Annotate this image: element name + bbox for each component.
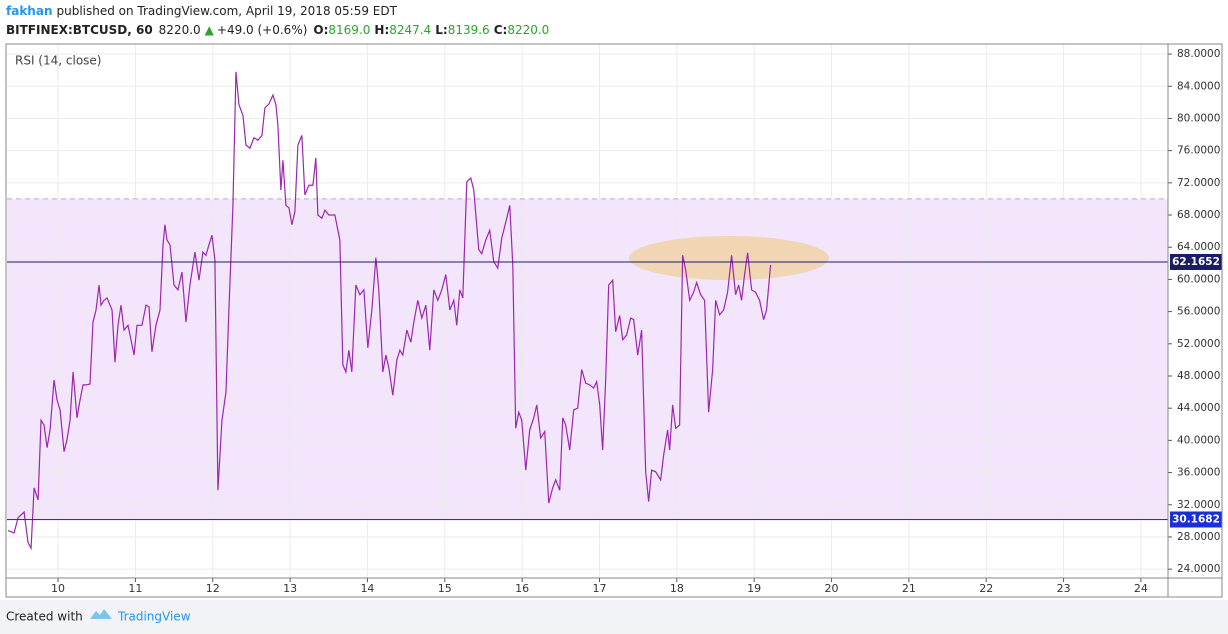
x-tick-label: 11 [128, 582, 142, 595]
x-tick-label: 19 [747, 582, 761, 595]
published: published on TradingView.com, April 19, … [56, 4, 397, 18]
ohlc-label: L: [435, 23, 447, 37]
level-label: 62.1652 [1172, 256, 1220, 268]
header-line: fakhan published on TradingView.com, Apri… [6, 4, 398, 18]
x-tick-label: 12 [206, 582, 220, 595]
logo [90, 609, 112, 619]
x-tick-label: 16 [515, 582, 529, 595]
price: 8220.0 [159, 23, 201, 37]
x-tick-label: 21 [902, 582, 916, 595]
y-tick-label: 24.0000 [1177, 563, 1220, 575]
x-tick-label: 17 [592, 582, 606, 595]
y-tick-label: 60.0000 [1177, 273, 1220, 285]
footer-bg [0, 600, 1228, 634]
level-box [1170, 511, 1222, 528]
frame [5, 43, 1223, 598]
ohlc-value: 8169.0 [328, 23, 370, 37]
y-tick-label: 40.0000 [1177, 434, 1220, 446]
level-label: 30.1682 [1172, 514, 1220, 526]
ohlc-value: 8220.0 [507, 23, 549, 37]
level-box [1170, 253, 1222, 270]
ohlc-label: H: [374, 23, 389, 37]
y-tick-label: 68.0000 [1177, 209, 1220, 221]
footer-text: Created with [6, 610, 83, 624]
x-tick-label: 24 [1134, 582, 1148, 595]
y-tick-label: 64.0000 [1177, 241, 1220, 253]
y-tick-label: 52.0000 [1177, 338, 1220, 350]
y-tick-label: 76.0000 [1177, 145, 1220, 157]
y-tick-label: 80.0000 [1177, 112, 1220, 124]
change: +49.0 (+0.6%) [217, 23, 308, 37]
x-tick-label: 18 [670, 582, 684, 595]
x-tick-label: 23 [1057, 582, 1071, 595]
ohlc-value: 8139.6 [448, 23, 490, 37]
x-tick-label: 22 [979, 582, 993, 595]
ohlc-label: C: [494, 23, 508, 37]
arrow: ▲ [205, 23, 215, 37]
ohlc-label: O: [313, 23, 328, 37]
y-tick-label: 44.0000 [1177, 402, 1220, 414]
y-tick-label: 56.0000 [1177, 306, 1220, 318]
y-tick-label: 48.0000 [1177, 370, 1220, 382]
y-tick-label: 28.0000 [1177, 531, 1220, 543]
band [7, 198, 1168, 521]
y-tick-label: 32.0000 [1177, 499, 1220, 511]
x-tick-label: 14 [360, 582, 374, 595]
author: fakhan [6, 4, 52, 18]
y-tick-label: 36.0000 [1177, 467, 1220, 479]
ohlc-value: 8247.4 [389, 23, 431, 37]
y-tick-label: 88.0000 [1177, 48, 1220, 60]
x-tick-label: 20 [825, 582, 839, 595]
footer-brand[interactable]: TradingView [117, 610, 191, 624]
x-tick-label: 13 [283, 582, 297, 595]
symbol: BITFINEX:BTCUSD, 60 [6, 23, 153, 37]
highlight [629, 236, 829, 280]
x-tick-label: 10 [51, 582, 65, 595]
y-tick-label: 84.0000 [1177, 80, 1220, 92]
series-label: RSI (14, close) [15, 54, 101, 68]
symbol-line: BITFINEX:BTCUSD, 60 8220.0 ▲ +49.0 (+0.6%) O… [6, 23, 549, 37]
y-tick-label: 72.0000 [1177, 177, 1220, 189]
x-tick-label: 15 [438, 582, 452, 595]
rsi-line [7, 71, 772, 551]
